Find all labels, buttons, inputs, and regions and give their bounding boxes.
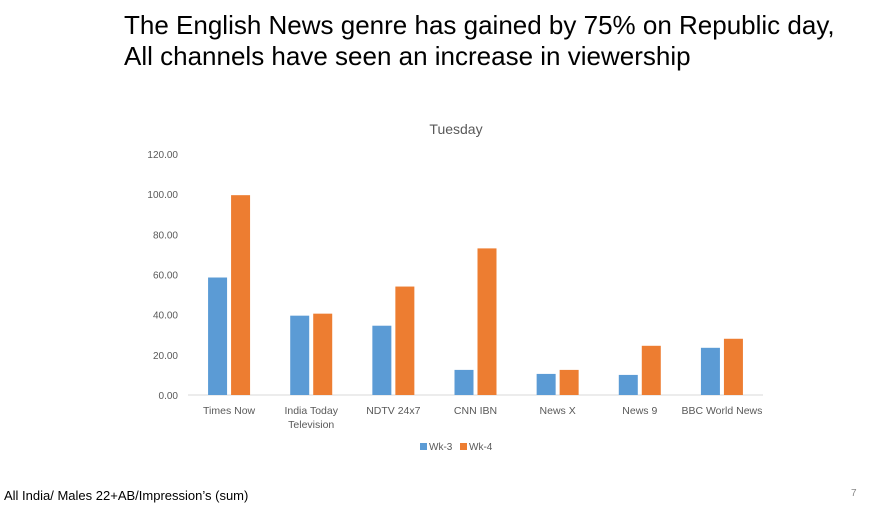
bar-wk-3-0 (208, 277, 228, 395)
bar-wk-4-0 (231, 195, 251, 395)
x-tick-label: News 9 (622, 405, 657, 417)
legend-swatch-wk-3 (420, 443, 427, 450)
footer-note: All India/ Males 22+AB/Impression’s (sum… (4, 488, 249, 503)
bar-wk-3-2 (372, 325, 392, 395)
chart-title: Tuesday (429, 121, 482, 137)
bar-wk-3-4 (536, 373, 556, 395)
x-tick-label: CNN IBN (454, 405, 497, 417)
bar-wk-3-6 (700, 347, 720, 395)
slide-title: The English News genre has gained by 75%… (124, 10, 874, 72)
bar-wk-3-5 (618, 374, 638, 395)
x-tick-label: News X (540, 405, 576, 417)
y-tick-label: 100.00 (147, 190, 178, 201)
y-axis-ticks: 0.00 20.00 40.00 60.00 80.00 100.00 120.00 (147, 150, 178, 402)
x-axis-labels: Times Now India Today Television NDTV 24x7 C… (203, 405, 762, 431)
x-tick-label: BBC World News (681, 405, 762, 417)
bar-wk-4-4 (559, 369, 579, 395)
x-tick-label: Television (288, 419, 334, 431)
legend-swatch-wk-4 (460, 443, 467, 450)
page-number: 7 (851, 488, 857, 499)
x-tick-label: India Today (284, 405, 338, 417)
bar-wk-4-2 (395, 286, 415, 395)
bar-wk-4-3 (477, 248, 497, 395)
legend-label: Wk-4 (469, 442, 493, 453)
y-tick-label: 20.00 (153, 351, 178, 362)
slide-title-line-1: The English News genre has gained by 75%… (124, 10, 835, 40)
y-tick-label: 80.00 (153, 230, 178, 241)
y-tick-label: 40.00 (153, 311, 178, 322)
bar-wk-3-3 (454, 369, 474, 395)
x-tick-label: NDTV 24x7 (366, 405, 420, 417)
bar-wk-4-6 (723, 338, 743, 395)
bar-wk-3-1 (290, 315, 310, 395)
slide-title-line-2: All channels have seen an increase in vi… (124, 41, 691, 71)
y-tick-label: 60.00 (153, 271, 178, 282)
x-tick-label: Times Now (203, 405, 256, 417)
legend-label: Wk-3 (429, 442, 453, 453)
y-tick-label: 0.00 (159, 391, 179, 402)
y-tick-label: 120.00 (147, 150, 178, 161)
bars (208, 195, 743, 395)
bar-wk-4-1 (313, 313, 333, 395)
bar-wk-4-5 (641, 345, 661, 395)
legend: Wk-3 Wk-4 (420, 442, 493, 453)
